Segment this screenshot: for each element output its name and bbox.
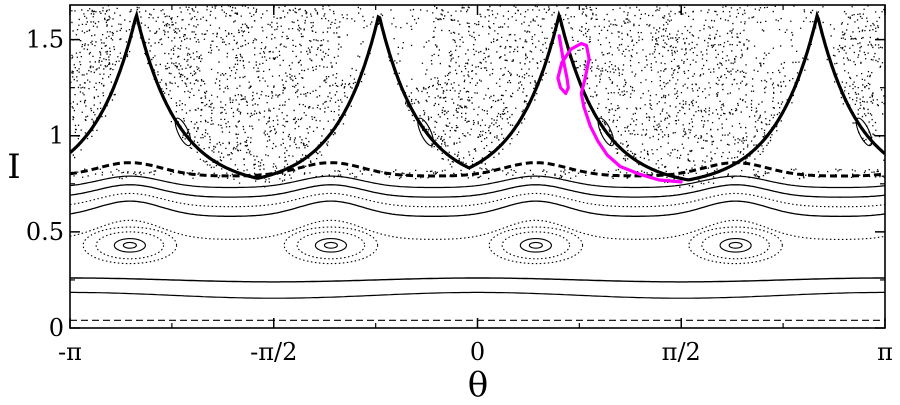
- island-0-ring-1: [113, 238, 146, 253]
- island-1-ring-2: [296, 231, 366, 260]
- island-2-ring-3: [488, 226, 584, 265]
- island-envelope-curve-0: [70, 219, 885, 240]
- island-envelope-curve-2: [70, 192, 885, 208]
- island-1-ring-0: [323, 241, 338, 249]
- island-3-ring-0: [728, 241, 743, 249]
- island-2-ring-0: [528, 241, 543, 249]
- rotational-curve-1: [70, 291, 885, 299]
- island-0-ring-2: [95, 231, 165, 260]
- island-envelope-curve-5: [70, 161, 885, 178]
- island-envelope-curve-3: [70, 184, 885, 198]
- x-tick-label-3: π/2: [662, 338, 701, 366]
- y-tick-label-1: 0.5: [26, 218, 64, 246]
- cusp-inner-curve-2: [597, 117, 615, 147]
- x-tick-label-0: -π: [58, 338, 82, 366]
- island-1-ring-3: [283, 226, 379, 265]
- y-tick-label-3: 1.5: [26, 26, 64, 54]
- island-3-ring-3: [688, 226, 783, 265]
- axis-ticks: -π -π/2 0 π/2 π 0 0.5 1 1.5: [26, 5, 893, 366]
- y-tick-label-2: 1: [49, 122, 64, 150]
- x-axis-title: θ: [468, 365, 488, 405]
- island-2-ring-1: [519, 238, 552, 253]
- cusp-inner-curve-1: [417, 117, 434, 147]
- island-3-ring-2: [701, 231, 770, 260]
- island-0-ring-3: [82, 226, 178, 265]
- cusp-inner-curve-3: [855, 117, 873, 147]
- island-envelope-curve-4: [70, 175, 885, 189]
- island-3-ring-1: [719, 238, 752, 253]
- rotational-curve-2: [70, 277, 885, 283]
- y-axis-title: I: [7, 147, 20, 187]
- x-tick-label-4: π: [877, 338, 893, 366]
- y-tick-label-0: 0: [49, 314, 64, 342]
- island-envelope-curve-1: [70, 200, 885, 218]
- invariant-curves: [70, 9, 885, 321]
- x-tick-label-2: 0: [470, 338, 485, 366]
- plot-area: [70, 5, 885, 321]
- cusp-inner-curve-0: [174, 117, 192, 147]
- island-0-ring-0: [122, 241, 137, 249]
- chaotic-boundary-curve: [70, 9, 885, 182]
- highlight-trajectory: [556, 34, 683, 184]
- highlight-trajectory-line: [556, 34, 683, 184]
- island-1-ring-1: [314, 238, 348, 253]
- x-tick-label-1: -π/2: [250, 338, 297, 366]
- island-2-ring-2: [501, 231, 571, 260]
